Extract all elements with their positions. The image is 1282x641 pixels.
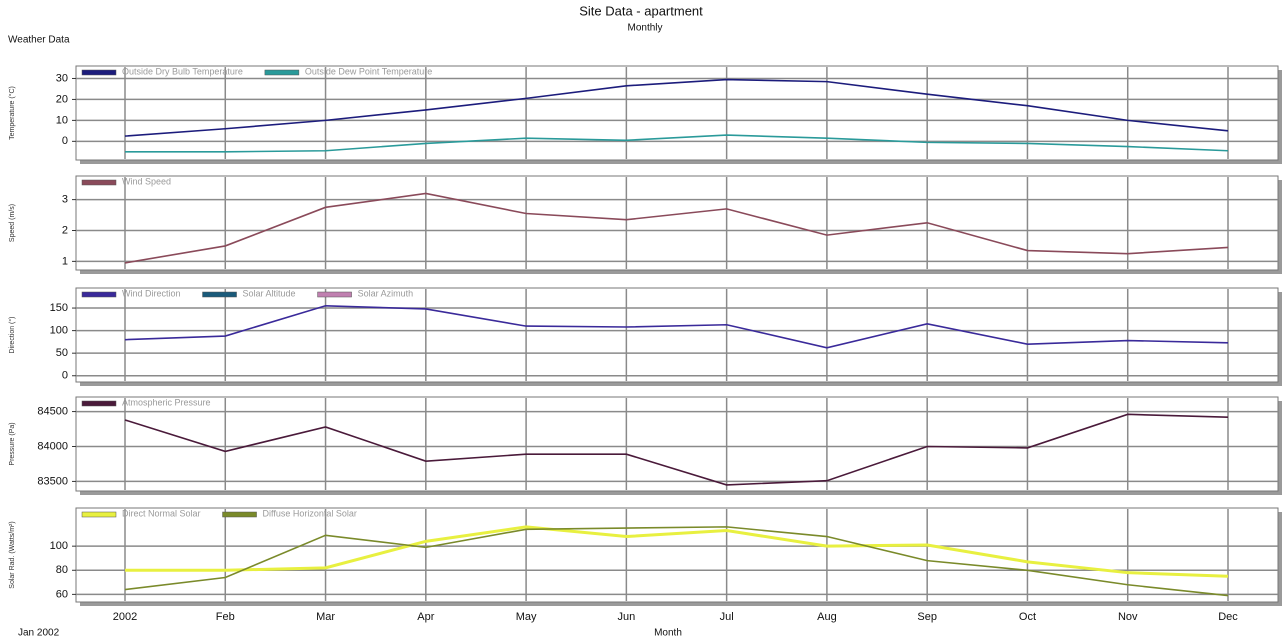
x-tick-label: Nov bbox=[1118, 611, 1138, 623]
y-tick-label: 100 bbox=[50, 540, 68, 552]
legend-swatch bbox=[202, 291, 237, 298]
y-tick-label: 0 bbox=[62, 135, 68, 147]
x-tick-label: 2002 bbox=[113, 611, 137, 623]
legend-swatch bbox=[81, 291, 117, 298]
legend-swatch bbox=[81, 69, 117, 76]
y-axis-title: Solar Rad. (Watts/m²) bbox=[9, 521, 16, 588]
y-tick-label: 0 bbox=[62, 370, 68, 382]
legend-text: Wind Direction bbox=[122, 288, 181, 298]
legend-text: Diffuse Horizontal Solar bbox=[263, 508, 357, 518]
x-tick-label: Jul bbox=[720, 611, 734, 623]
y-tick-label: 30 bbox=[56, 72, 68, 84]
series-line bbox=[124, 526, 1229, 597]
series-line bbox=[125, 525, 1229, 578]
y-tick-label: 50 bbox=[56, 347, 68, 359]
section-label: Weather Data bbox=[8, 35, 70, 46]
y-tick-label: 83500 bbox=[37, 475, 68, 487]
legend-swatch bbox=[222, 511, 257, 518]
legend-text: Solar Azimuth bbox=[358, 288, 414, 298]
legend-swatch bbox=[317, 291, 352, 298]
x-tick-label: Aug bbox=[817, 611, 837, 623]
legend-text: Outside Dry Bulb Temperature bbox=[122, 66, 243, 76]
chart-subtitle: Monthly bbox=[627, 23, 662, 34]
y-tick-label: 150 bbox=[50, 302, 68, 314]
y-tick-label: 3 bbox=[62, 194, 68, 206]
y-axis-title: Pressure (Pa) bbox=[9, 422, 16, 465]
x-tick-label: Jun bbox=[617, 611, 635, 623]
legend-text: Wind Speed bbox=[122, 176, 171, 186]
legend-swatch bbox=[81, 179, 117, 186]
x-tick-label: Sep bbox=[917, 611, 937, 623]
series-line bbox=[124, 304, 1229, 349]
series-line bbox=[125, 134, 1229, 153]
x-tick-label: Mar bbox=[316, 611, 335, 623]
x-tick-label: May bbox=[516, 611, 537, 623]
start-label: Jan 2002 bbox=[18, 628, 60, 639]
y-tick-label: 100 bbox=[50, 325, 68, 337]
panel bbox=[75, 287, 1279, 383]
legend-text: Atmospheric Pressure bbox=[122, 397, 211, 407]
legend-text: Outside Dew Point Temperature bbox=[305, 66, 432, 76]
y-tick-label: 84000 bbox=[37, 440, 68, 452]
legend-swatch bbox=[264, 69, 300, 76]
legend-swatch bbox=[81, 400, 117, 407]
y-tick-label: 10 bbox=[56, 114, 68, 126]
x-tick-label: Dec bbox=[1218, 611, 1238, 623]
y-tick-label: 80 bbox=[56, 564, 68, 576]
y-tick-label: 20 bbox=[56, 93, 68, 105]
y-axis-title: Temperature (°C) bbox=[8, 86, 16, 140]
legend-swatch bbox=[81, 511, 117, 518]
x-axis-title: Month bbox=[654, 628, 682, 639]
panel bbox=[75, 175, 1279, 271]
y-tick-label: 2 bbox=[62, 224, 68, 236]
y-tick-label: 84500 bbox=[37, 405, 68, 417]
y-axis-title: Direction (°) bbox=[8, 316, 16, 353]
series-line bbox=[124, 413, 1229, 486]
x-tick-label: Oct bbox=[1019, 611, 1036, 623]
x-tick-label: Feb bbox=[216, 611, 235, 623]
panel bbox=[75, 507, 1279, 603]
chart-title: Site Data - apartment bbox=[579, 3, 703, 18]
y-tick-label: 1 bbox=[62, 255, 68, 267]
legend-text: Solar Altitude bbox=[243, 288, 296, 298]
series-line bbox=[124, 192, 1229, 264]
legend-text: Direct Normal Solar bbox=[122, 508, 201, 518]
y-tick-label: 60 bbox=[56, 588, 68, 600]
series-line bbox=[124, 78, 1229, 137]
x-tick-label: Apr bbox=[417, 611, 434, 623]
panel bbox=[75, 396, 1279, 492]
y-axis-title: Speed (m/s) bbox=[9, 204, 16, 242]
